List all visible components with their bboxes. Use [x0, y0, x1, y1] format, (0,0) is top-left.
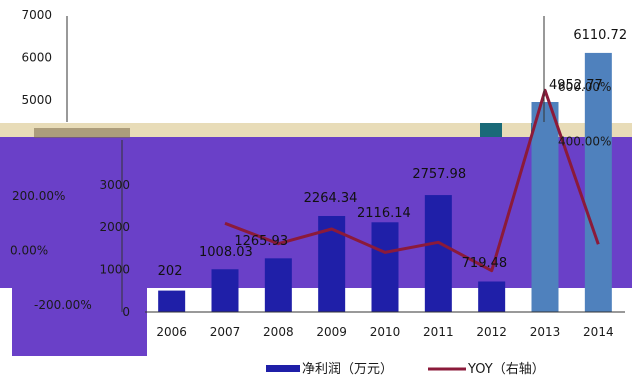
- data-label-2009: 2264.34: [304, 191, 358, 206]
- data-label-2012: 719.48: [462, 256, 508, 271]
- left-tick-7000: 7000: [21, 8, 52, 22]
- data-label-2008: 1265.93: [234, 234, 288, 249]
- bar-2013: [531, 102, 559, 312]
- axes: 0 1000 2000 3000 5000 6000 7000 -200.00% 0.00% 20…: [10, 8, 625, 339]
- right-tick-0.00%: 0.00%: [10, 244, 48, 258]
- left-tick-1000: 1000: [99, 263, 130, 277]
- right-tick-600.00%: 600.00%: [558, 80, 611, 94]
- legend-swatch-bars: [266, 365, 300, 372]
- legend-label-line: YOY（右轴）: [467, 362, 545, 377]
- left-tick-5000: 5000: [21, 93, 52, 107]
- x-tick-2013: 2013: [530, 325, 561, 339]
- x-tick-2008: 2008: [263, 325, 294, 339]
- overlay-tan-strip: [0, 123, 632, 137]
- overlay-teal-block-0: [480, 123, 502, 137]
- left-tick-3000: 3000: [99, 178, 130, 192]
- data-label-2011: 2757.98: [412, 167, 466, 182]
- bar-2014: [584, 52, 612, 313]
- bar-2012: [478, 281, 506, 312]
- overlay-band: [0, 137, 632, 288]
- data-label-2010: 2116.14: [357, 206, 411, 221]
- data-label-2014: 6110.72: [573, 28, 627, 43]
- right-tick-200.00%: 200.00%: [12, 189, 65, 203]
- left-tick-2000: 2000: [99, 220, 130, 234]
- x-tick-2011: 2011: [423, 325, 454, 339]
- bar-2007: [211, 269, 239, 312]
- x-tick-2010: 2010: [370, 325, 401, 339]
- left-tick-6000: 6000: [21, 51, 52, 65]
- x-tick-2006: 2006: [156, 325, 187, 339]
- data-label-2006: 202: [158, 264, 183, 279]
- bar-2011: [424, 195, 452, 312]
- x-tick-2007: 2007: [210, 325, 241, 339]
- data-label-2013: 4952.77: [549, 78, 603, 93]
- right-tick--200.00%: -200.00%: [34, 298, 92, 312]
- legend-label-bars: 净利润（万元）: [302, 362, 393, 377]
- right-tick-400.00%: 400.00%: [558, 135, 611, 149]
- overlay-noise-strip: [34, 128, 130, 138]
- x-tick-2009: 2009: [316, 325, 347, 339]
- bar-2008: [264, 258, 292, 312]
- x-tick-2014: 2014: [583, 325, 614, 339]
- overlay-lower-left: [12, 288, 147, 356]
- line-series: [224, 88, 600, 273]
- yoy-line: [224, 88, 600, 273]
- bar-series: [158, 52, 612, 313]
- x-tick-2012: 2012: [476, 325, 507, 339]
- bar-2010: [371, 222, 399, 312]
- legend: 净利润（万元） YOY（右轴）: [266, 362, 545, 377]
- data-label-2007: 1008.03: [199, 245, 253, 260]
- left-tick-0: 0: [122, 305, 130, 319]
- bar-2006: [158, 290, 186, 312]
